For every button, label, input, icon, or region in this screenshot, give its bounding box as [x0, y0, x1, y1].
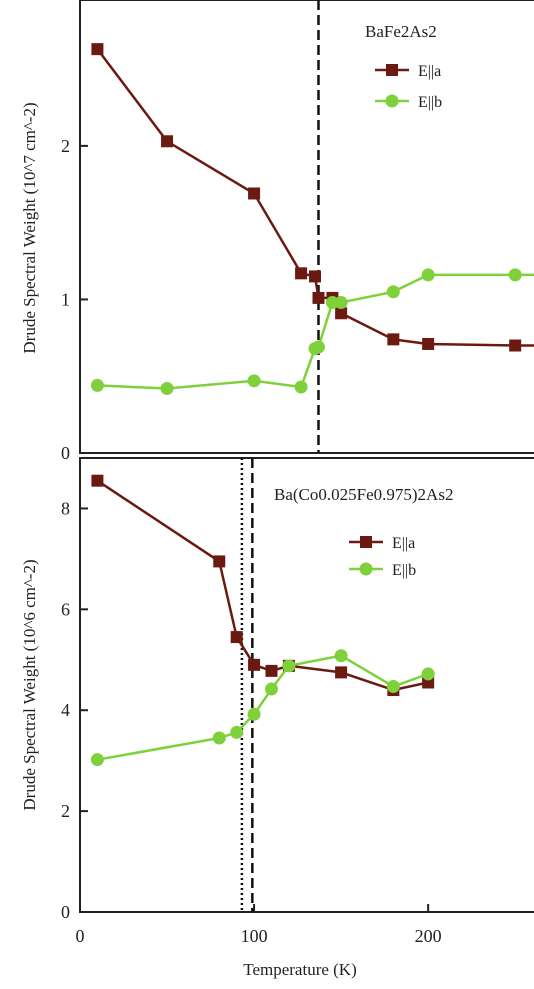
- data-point-a-top: [509, 339, 522, 352]
- data-point-b-bottom: [212, 731, 226, 745]
- legend-marker-a-bottom: [360, 536, 372, 548]
- data-point-a-top: [295, 267, 308, 280]
- panel-bottom: 0 2 4 6 8 0 100 200 Ba(Co0.025Fe0.975)2As2 E||…: [20, 457, 534, 979]
- plot-frame-bottom: [79, 457, 534, 913]
- y-tick-label-bottom: 6: [61, 599, 70, 619]
- data-point-a-bottom: [265, 664, 278, 677]
- legend-bottom: E||a E||b: [349, 535, 416, 579]
- plot-frame-top: [79, 0, 534, 454]
- series-top: [90, 43, 534, 396]
- panel-top: 0 1 2 BaFe2As2 E||a E||b Drude Spectral We…: [20, 0, 534, 463]
- legend-top: E||a E||b: [375, 63, 442, 111]
- y-ticks-top: 0 1 2: [61, 136, 88, 463]
- y-tick-label-bottom: 4: [61, 700, 70, 720]
- data-point-a-bottom: [213, 555, 226, 568]
- data-point-a-top: [309, 270, 321, 283]
- x-ticks-bottom: 0 100 200: [76, 904, 442, 946]
- data-point-a-top: [335, 307, 348, 320]
- data-point-b-bottom: [421, 667, 435, 681]
- data-point-b-top: [247, 374, 261, 388]
- data-point-b-top: [386, 285, 400, 299]
- data-point-a-top: [248, 187, 261, 200]
- legend-label-a-bottom: E||a: [392, 535, 415, 552]
- series-line-a-bottom: [96, 479, 429, 692]
- data-point-b-top: [334, 296, 348, 310]
- y-ticks-bottom: 0 2 4 6 8: [61, 498, 88, 922]
- data-point-b-top: [160, 382, 174, 396]
- legend-marker-a-top: [386, 64, 398, 76]
- y-tick-label-bottom: 8: [61, 498, 70, 518]
- data-point-a-bottom: [91, 474, 104, 487]
- x-tick-label: 100: [241, 926, 268, 946]
- y-tick-label-bottom: 0: [61, 902, 70, 922]
- data-point-b-bottom: [282, 659, 296, 673]
- legend-label-a-top: E||a: [418, 63, 441, 80]
- data-point-a-bottom: [335, 666, 348, 679]
- data-point-a-top: [387, 333, 400, 346]
- y-tick-label-top: 0: [61, 443, 70, 463]
- data-point-a-top: [161, 135, 174, 148]
- data-point-b-top: [90, 378, 104, 392]
- reference-lines-bottom: [240, 458, 254, 912]
- data-point-b-top: [294, 380, 308, 394]
- x-tick-label: 0: [76, 926, 85, 946]
- panel-title-top: BaFe2As2: [365, 22, 437, 41]
- y-axis-title-bottom: Drude Spectral Weight (10^6 cm^-2): [20, 559, 39, 810]
- x-tick-label: 200: [415, 926, 442, 946]
- x-axis-title: Temperature (K): [243, 960, 357, 979]
- data-point-a-bottom: [248, 658, 261, 671]
- data-point-a-bottom: [230, 631, 243, 644]
- series-line-b-top: [97, 273, 534, 390]
- legend-marker-b-top: [385, 94, 399, 108]
- data-point-b-bottom: [230, 725, 244, 739]
- data-point-b-top: [421, 268, 435, 282]
- legend-label-b-top: E||b: [418, 94, 442, 111]
- panel-title-bottom: Ba(Co0.025Fe0.975)2As2: [274, 485, 453, 504]
- y-tick-label-top: 2: [61, 136, 70, 156]
- legend-label-b-bottom: E||b: [392, 562, 416, 579]
- legend-marker-b-bottom: [359, 562, 373, 576]
- y-axis-title-top: Drude Spectral Weight (10^7 cm^-2): [20, 102, 39, 353]
- data-point-b-bottom: [334, 649, 348, 663]
- data-point-b-top: [311, 340, 325, 354]
- data-point-b-bottom: [386, 680, 400, 694]
- data-point-b-bottom: [90, 753, 104, 767]
- series-line-b-bottom: [97, 654, 429, 761]
- y-tick-label-top: 1: [61, 289, 70, 309]
- data-point-a-top: [312, 291, 325, 304]
- series-line-a-top: [96, 48, 534, 347]
- data-point-b-top: [508, 268, 522, 282]
- y-tick-label-bottom: 2: [61, 801, 70, 821]
- data-point-b-bottom: [247, 707, 261, 721]
- series-bottom: [90, 474, 435, 767]
- data-point-b-bottom: [264, 682, 278, 696]
- data-point-a-top: [91, 43, 104, 56]
- data-point-a-top: [422, 337, 435, 350]
